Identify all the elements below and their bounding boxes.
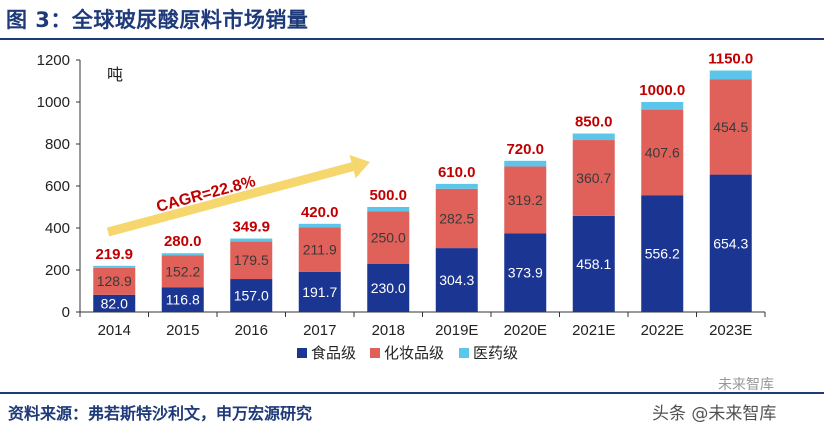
legend-item-cosmetic-grade-swatch bbox=[370, 348, 380, 358]
source-divider bbox=[0, 392, 824, 394]
segment-value-label: 454.5 bbox=[713, 119, 748, 135]
segment-value-label: 304.3 bbox=[439, 272, 474, 288]
segment-value-label: 191.7 bbox=[302, 284, 337, 300]
bar-segment-cosmetic-grade bbox=[161, 255, 204, 288]
segment-value-label: 373.9 bbox=[508, 265, 543, 281]
total-value-label: 850.0 bbox=[575, 114, 613, 131]
x-tick-label: 2021E bbox=[572, 322, 615, 339]
bar-segment-medical-grade bbox=[572, 133, 615, 141]
bar-segment-cosmetic-grade bbox=[298, 227, 341, 272]
cagr-arrow-shaft bbox=[106, 162, 354, 237]
segment-value-label: 230.0 bbox=[371, 280, 406, 296]
bar-segment-food-grade bbox=[572, 215, 615, 312]
bar-segment-cosmetic-grade bbox=[641, 109, 684, 196]
segment-value-label: 556.2 bbox=[645, 246, 680, 262]
segment-value-label: 319.2 bbox=[508, 192, 543, 208]
total-value-label: 1150.0 bbox=[708, 51, 753, 68]
x-tick-label: 2016 bbox=[235, 322, 268, 339]
x-tick-label: 2018 bbox=[372, 322, 405, 339]
legend-item-food-grade-label: 食品级 bbox=[311, 344, 356, 362]
segment-value-label: 211.9 bbox=[303, 241, 337, 257]
segment-value-label: 407.6 bbox=[645, 144, 680, 160]
segment-value-label: 360.7 bbox=[576, 170, 611, 186]
bar-segment-cosmetic-grade bbox=[230, 241, 273, 280]
total-value-label: 1000.0 bbox=[639, 82, 685, 99]
bar-segment-food-grade bbox=[367, 263, 410, 312]
source-note: 资料来源：弗若斯特沙利文，申万宏源研究 bbox=[8, 404, 313, 423]
segment-value-label: 250.0 bbox=[371, 229, 406, 245]
total-value-label: 720.0 bbox=[506, 141, 544, 158]
watermark-badge: 未来智库 bbox=[718, 377, 774, 393]
segment-labels: 82.0 128.9 116.8 152.2 157.0 179.5 191.7 211.9 2… bbox=[97, 119, 749, 312]
bar-segment-food-grade bbox=[298, 271, 341, 312]
title-divider bbox=[0, 38, 824, 40]
y-tick-label: 600 bbox=[45, 178, 70, 195]
bar-segment-medical-grade bbox=[709, 70, 752, 80]
legend-item-food-grade-swatch bbox=[297, 348, 307, 358]
x-tick-label: 2022E bbox=[641, 322, 684, 339]
x-tick-label: 2017 bbox=[303, 322, 336, 339]
bar-segment-medical-grade bbox=[504, 160, 547, 167]
y-tick-label: 400 bbox=[45, 220, 70, 237]
y-tick-label: 800 bbox=[45, 136, 70, 153]
bar-segment-cosmetic-grade bbox=[367, 211, 410, 264]
total-value-label: 420.0 bbox=[301, 204, 339, 221]
bar-segment-cosmetic-grade bbox=[93, 267, 136, 295]
segment-value-label: 179.5 bbox=[234, 252, 269, 268]
bar-segment-cosmetic-grade bbox=[504, 166, 547, 234]
bar-segment-food-grade bbox=[93, 294, 136, 312]
x-tick-label: 2015 bbox=[166, 322, 199, 339]
bar-segment-medical-grade bbox=[230, 238, 273, 242]
bar-segment-cosmetic-grade bbox=[572, 140, 615, 216]
segment-value-label: 654.3 bbox=[713, 235, 748, 251]
x-tick-label: 2019E bbox=[435, 322, 478, 339]
total-value-label: 500.0 bbox=[369, 187, 407, 204]
x-tick-label: 2020E bbox=[504, 322, 547, 339]
bar-segment-food-grade bbox=[641, 195, 684, 312]
y-tick-label: 200 bbox=[45, 262, 70, 279]
bar-segment-food-grade bbox=[709, 174, 752, 312]
segment-value-label: 82.0 bbox=[101, 295, 128, 311]
y-tick-label: 1200 bbox=[37, 52, 70, 69]
segment-value-label: 128.9 bbox=[97, 273, 132, 289]
legend-item-cosmetic-grade-label: 化妆品级 bbox=[384, 344, 444, 362]
x-tick-label: 2023E bbox=[709, 322, 752, 339]
segment-value-label: 152.2 bbox=[165, 263, 200, 279]
total-value-label: 219.9 bbox=[95, 246, 133, 263]
bar-segment-medical-grade bbox=[435, 183, 478, 189]
y-tick-label: 1000 bbox=[37, 94, 70, 111]
legend-item-medical-grade-swatch bbox=[459, 348, 469, 358]
bar-segment-medical-grade bbox=[93, 265, 136, 268]
total-value-label: 280.0 bbox=[164, 233, 202, 250]
segment-value-label: 282.5 bbox=[439, 210, 474, 226]
y-unit-label: 吨 bbox=[107, 65, 123, 84]
segment-value-label: 458.1 bbox=[576, 256, 611, 272]
segment-value-label: 157.0 bbox=[234, 288, 269, 304]
bar-segment-medical-grade bbox=[641, 102, 684, 110]
bar-segment-medical-grade bbox=[367, 207, 410, 212]
total-value-label: 610.0 bbox=[438, 164, 476, 181]
segment-value-label: 116.8 bbox=[166, 292, 200, 308]
cagr-arrow-head bbox=[349, 155, 370, 179]
bar-segment-medical-grade bbox=[298, 223, 341, 228]
bar-segment-food-grade bbox=[230, 279, 273, 312]
bars bbox=[93, 70, 752, 312]
bar-segment-food-grade bbox=[435, 248, 478, 312]
legend: 食品级 化妆品级 医药级 bbox=[297, 344, 518, 362]
x-tick-label: 2014 bbox=[98, 322, 131, 339]
figure-title: 图 3：全球玻尿酸原料市场销量 bbox=[6, 8, 309, 32]
total-value-label: 349.9 bbox=[232, 219, 270, 236]
total-labels: 219.9 280.0 349.9 420.0 500.0 610.0 720.0 850.0… bbox=[95, 51, 753, 263]
legend-item-medical-grade-label: 医药级 bbox=[473, 344, 518, 362]
bar-segment-food-grade bbox=[161, 287, 204, 312]
bar-segment-food-grade bbox=[504, 233, 547, 312]
bar-segment-cosmetic-grade bbox=[709, 79, 752, 175]
bar-segment-cosmetic-grade bbox=[435, 188, 478, 249]
y-axis: 0 200 400 600 800 1000 1200 吨 bbox=[37, 52, 123, 321]
watermark: 头条 @未来智库 bbox=[652, 404, 777, 424]
bar-segment-medical-grade bbox=[161, 253, 204, 256]
x-axis: 2014 2015 2016 2017 2018 2019E 2020E 2021E 2022E… bbox=[79, 311, 766, 339]
y-tick-label: 0 bbox=[62, 304, 70, 321]
